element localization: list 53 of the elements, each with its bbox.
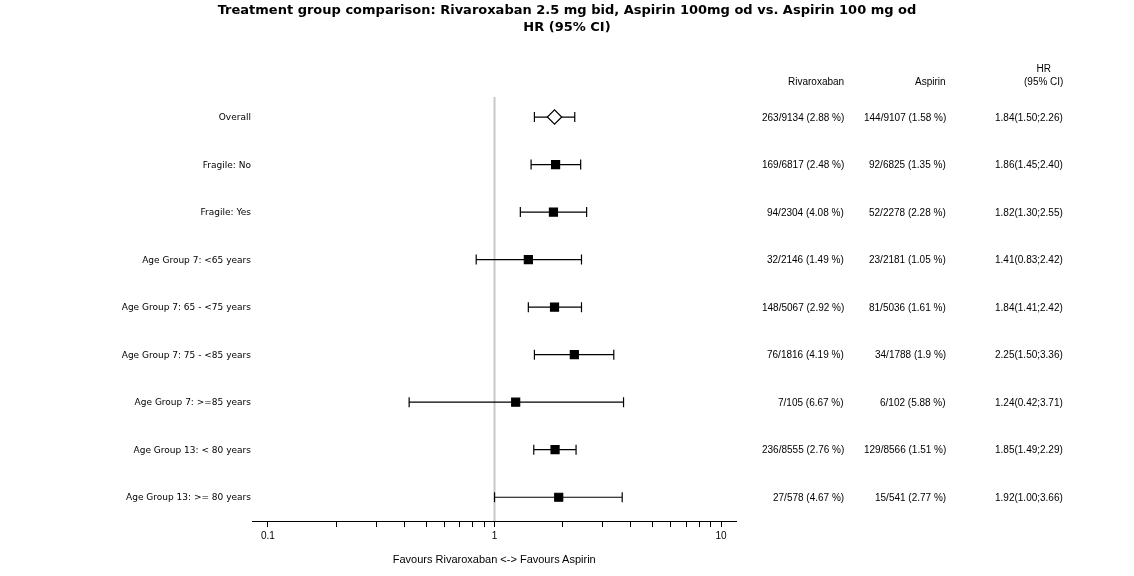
y-tick-label: Age Group 7: <65 years xyxy=(142,254,252,265)
y-tick-label: Overall xyxy=(218,112,251,123)
x-tick-label: 0.1 xyxy=(260,530,276,541)
y-tick-label: Fragile: No xyxy=(202,159,252,170)
text: 27/578 (4.67 %) xyxy=(773,492,845,503)
text: Aspirin xyxy=(915,76,946,87)
text: 76/1816 (4.19 %) xyxy=(767,349,844,360)
point xyxy=(550,159,561,170)
text: 148/5067 (2.92 %) xyxy=(762,302,845,313)
point xyxy=(511,397,521,407)
text: 1.24(0.42;3.71) xyxy=(995,397,1063,408)
text: 23/2181 (1.05 %) xyxy=(869,254,946,265)
text: 6/102 (5.88 %) xyxy=(880,397,946,408)
text: 1.84(1.50;2.26) xyxy=(995,112,1063,123)
text: 1.41(0.83;2.42) xyxy=(995,254,1063,265)
point xyxy=(549,302,560,312)
text: 263/9134 (2.88 %) xyxy=(762,112,845,123)
chart-subtitle: HR (95% CI) xyxy=(523,19,611,35)
point xyxy=(546,109,563,125)
text: 169/6817 (2.48 %) xyxy=(762,159,845,170)
text: 34/1788 (1.9 %) xyxy=(875,349,947,360)
text: 7/105 (6.67 %) xyxy=(778,397,844,408)
text: 144/9107 (1.58 %) xyxy=(864,112,947,123)
x-axis-title: Favours Rivaroxaban <-> Favours Aspirin xyxy=(392,553,596,566)
y-tick-label: Age Group 7: >=85 years xyxy=(134,397,252,408)
text: 32/2146 (1.49 %) xyxy=(767,254,844,265)
point xyxy=(550,445,560,455)
text: HR (95% CI) xyxy=(1024,63,1064,87)
text: 52/2278 (2.28 %) xyxy=(869,207,946,218)
text: 15/541 (2.77 %) xyxy=(875,492,947,503)
point xyxy=(548,207,559,217)
text: 94/2304 (4.08 %) xyxy=(767,207,844,218)
point xyxy=(523,255,533,265)
x-tick-label: 1 xyxy=(491,530,498,541)
text: 92/6825 (1.35 %) xyxy=(869,159,946,170)
y-tick-label: Fragile: Yes xyxy=(200,207,252,218)
y-tick-label: Age Group 13: < 80 years xyxy=(133,444,252,455)
text: 2.25(1.50;3.36) xyxy=(995,349,1063,360)
y-tick-label: Age Group 7: 65 - <75 years xyxy=(121,302,252,313)
point xyxy=(554,492,564,502)
text: 81/5036 (1.61 %) xyxy=(869,302,946,313)
text: 236/8555 (2.76 %) xyxy=(762,444,845,455)
y-tick-label: Age Group 13: >= 80 years xyxy=(126,492,252,503)
text: 1.92(1.00;3.66) xyxy=(995,492,1063,503)
text: 1.84(1.41;2.42) xyxy=(995,302,1063,313)
x-tick-label: 10 xyxy=(715,530,728,541)
text: 1.85(1.49;2.29) xyxy=(995,444,1063,455)
text: 129/8566 (1.51 %) xyxy=(864,444,947,455)
chart-title: Treatment group comparison: Rivaroxaban 2.5 mg bid, Aspirin 100mg od vs. Aspirin 100 mg od xyxy=(217,2,917,18)
text: Rivaroxaban xyxy=(788,76,845,87)
text: 1.82(1.30;2.55) xyxy=(995,207,1063,218)
text: 1.86(1.45;2.40) xyxy=(995,159,1063,170)
y-tick-label: Age Group 7: 75 - <85 years xyxy=(121,349,252,360)
